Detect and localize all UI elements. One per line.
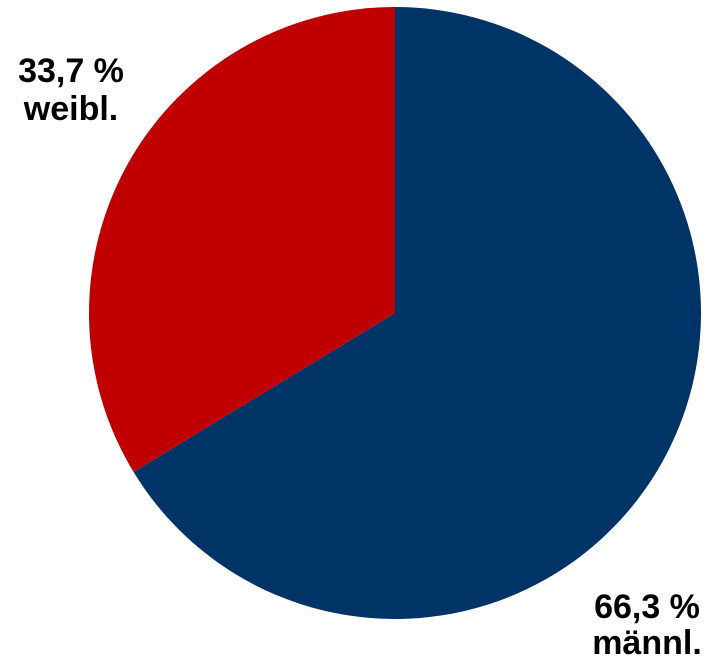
slice-label-weibl-value: 33,7 % [18, 52, 124, 90]
pie-slices [89, 7, 702, 619]
pie-slice-weibl [89, 7, 396, 473]
slice-label-weibl-name: weibl. [23, 90, 118, 128]
pie-slice-männl [133, 7, 702, 619]
slice-label-maennl-value: 66,3 % [594, 588, 700, 626]
slice-label-maennl-name: männl. [592, 624, 702, 661]
